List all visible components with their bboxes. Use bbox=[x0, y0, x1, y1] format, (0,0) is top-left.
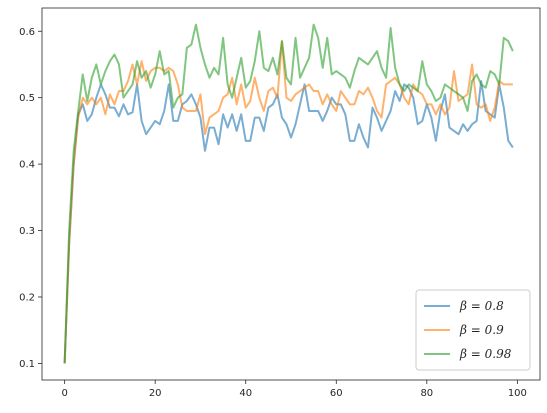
legend: β = 0.8 β = 0.9 β = 0.98 bbox=[415, 289, 531, 371]
y-tick-label: 0.4 bbox=[19, 160, 35, 171]
series-line-1 bbox=[63, 80, 514, 364]
series-layer bbox=[63, 23, 514, 364]
legend-label-2: β = 0.9 bbox=[459, 323, 504, 337]
y-tick-label: 0.5 bbox=[19, 93, 35, 104]
series-line-3 bbox=[63, 23, 514, 364]
x-tick-label: 20 bbox=[149, 388, 162, 399]
x-axis: 0 20 40 60 80 100 bbox=[61, 380, 527, 399]
x-tick-label: 60 bbox=[330, 388, 343, 399]
y-tick-label: 0.1 bbox=[19, 359, 35, 370]
legend-label-3: β = 0.98 bbox=[459, 347, 512, 361]
axes-frame bbox=[41, 7, 541, 381]
legend-label-1: β = 0.8 bbox=[459, 299, 504, 313]
x-tick-label: 40 bbox=[239, 388, 252, 399]
x-tick-label: 80 bbox=[420, 388, 433, 399]
y-tick-label: 0.3 bbox=[19, 226, 35, 237]
x-tick-label: 100 bbox=[508, 388, 527, 399]
legend-box bbox=[415, 289, 531, 371]
y-tick-label: 0.2 bbox=[19, 292, 35, 303]
y-tick-label: 0.6 bbox=[19, 27, 35, 38]
x-tick-label: 0 bbox=[61, 388, 67, 399]
y-axis: 0.1 0.2 0.3 0.4 0.5 0.6 bbox=[19, 27, 42, 370]
